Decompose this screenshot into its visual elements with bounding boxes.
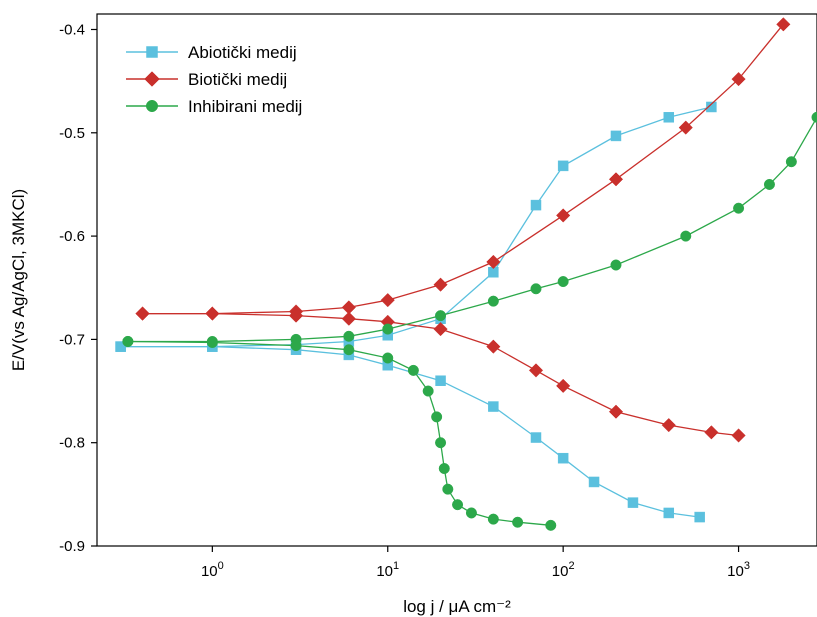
y-tick-label: -0.7 [59, 331, 85, 348]
data-point [290, 340, 302, 352]
y-axis-label: E/V(vs Ag/AgCl, 3MKCl) [9, 189, 28, 371]
data-point [122, 335, 134, 347]
y-tick-label: -0.6 [59, 228, 85, 245]
data-point [763, 178, 775, 190]
data-point [205, 306, 220, 321]
data-point [407, 364, 419, 376]
data-point [530, 283, 542, 295]
axes-layer: -0.9 -0.8 -0.7 -0.6 -0.5 -0.4 100 101 102 103 [59, 21, 750, 580]
data-point [610, 259, 622, 271]
data-point [115, 341, 126, 352]
data-point [545, 519, 557, 531]
data-point [135, 306, 150, 321]
data-point [442, 483, 454, 495]
series-line [127, 116, 817, 343]
x-tick-label: 103 [727, 560, 750, 580]
legend-swatch-marker [144, 71, 160, 87]
data-point [380, 293, 395, 308]
legend-label: Abiotički medij [188, 43, 297, 62]
series-biotički [135, 17, 791, 443]
plot-frame [96, 13, 817, 547]
data-point [343, 330, 355, 342]
data-point [663, 507, 675, 519]
data-point [731, 428, 746, 443]
data-point [288, 308, 304, 323]
curves-layer [115, 17, 817, 531]
data-point [433, 277, 448, 292]
data-point [341, 311, 356, 326]
data-point [382, 323, 394, 335]
data-point [435, 437, 447, 449]
data-point [694, 511, 705, 523]
data-point [206, 336, 218, 348]
x-tick-label: 102 [552, 560, 575, 580]
data-point [556, 208, 571, 223]
data-point [435, 375, 446, 386]
legend: Abiotički medij Biotički medij Inhibirani … [126, 43, 302, 116]
data-point [487, 295, 499, 307]
data-point [530, 199, 542, 211]
legend-swatch-marker [146, 46, 158, 58]
data-point [486, 339, 501, 354]
x-tick-label: 101 [376, 560, 399, 580]
y-tick-label: -0.4 [59, 21, 85, 38]
data-point [731, 71, 746, 87]
data-point [438, 463, 450, 475]
data-point [704, 425, 719, 440]
series-inhibirani [122, 111, 817, 531]
data-point [382, 352, 394, 364]
data-point [557, 452, 569, 464]
series-line [127, 340, 551, 526]
data-point [706, 101, 717, 113]
data-point [435, 310, 447, 322]
data-point [557, 160, 569, 172]
data-point [811, 111, 817, 123]
data-point [680, 230, 692, 242]
data-point [678, 120, 693, 135]
data-point [422, 385, 434, 397]
data-point [556, 378, 571, 393]
data-point [610, 130, 622, 142]
data-point [776, 17, 791, 32]
series-abiotički [115, 101, 717, 523]
data-point [465, 507, 477, 519]
data-point [661, 418, 676, 433]
data-point [733, 202, 745, 214]
series-line [142, 23, 784, 315]
data-point [627, 497, 639, 508]
x-tick-label: 100 [201, 560, 224, 580]
x-axis-label: log j / μA cm⁻² [403, 597, 511, 616]
data-point [785, 156, 797, 168]
data-point [557, 276, 569, 288]
data-point [530, 432, 542, 443]
data-point [431, 411, 443, 423]
data-point [528, 363, 544, 378]
data-point [588, 476, 600, 488]
data-point [608, 172, 624, 187]
legend-swatch-marker [145, 99, 159, 113]
data-point [663, 112, 675, 123]
y-tick-label: -0.8 [59, 435, 85, 452]
data-point [488, 401, 499, 412]
data-point [433, 321, 448, 337]
data-point [452, 499, 464, 511]
legend-label: Biotički medij [188, 70, 287, 89]
data-point [512, 516, 524, 528]
data-point [486, 254, 501, 270]
y-tick-label: -0.5 [59, 125, 85, 142]
data-point [608, 404, 624, 419]
data-point [343, 344, 355, 356]
data-point [487, 513, 499, 525]
y-tick-label: -0.9 [59, 538, 85, 555]
legend-label: Inhibirani medij [188, 97, 302, 116]
